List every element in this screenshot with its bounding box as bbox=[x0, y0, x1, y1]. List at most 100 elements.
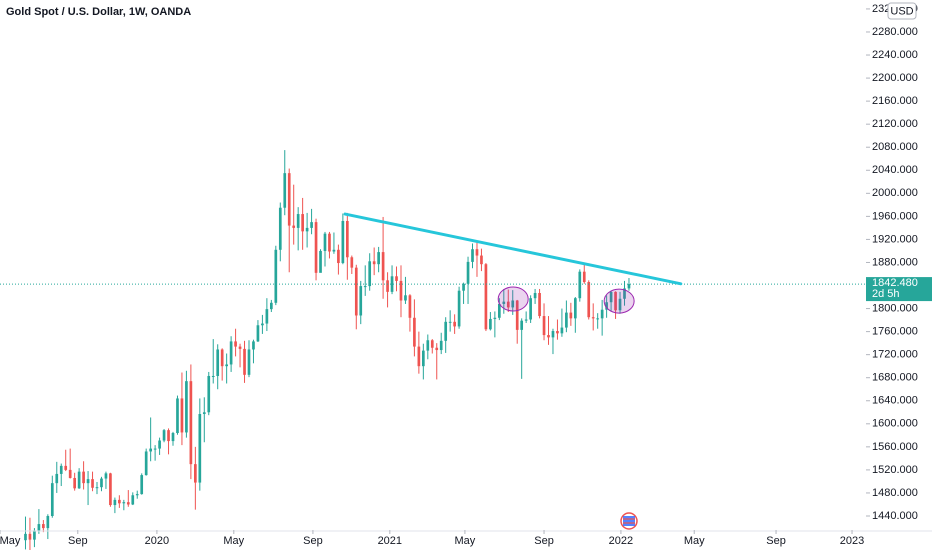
candle-body bbox=[202, 412, 206, 415]
candle-body bbox=[515, 300, 519, 330]
candle-body bbox=[430, 340, 434, 348]
candle-body bbox=[131, 495, 135, 505]
candle-body bbox=[390, 276, 394, 292]
candle-body bbox=[301, 214, 304, 232]
candle-body bbox=[55, 473, 59, 484]
candle-body bbox=[413, 317, 416, 347]
candle-body bbox=[493, 317, 497, 319]
candle-body bbox=[556, 331, 559, 334]
candle-body bbox=[153, 448, 157, 450]
candle-body bbox=[377, 252, 380, 265]
candle-body bbox=[323, 233, 327, 251]
candle-body bbox=[252, 341, 255, 350]
candle-body bbox=[270, 302, 273, 310]
candle-body bbox=[73, 477, 76, 489]
currency-label: USD bbox=[890, 5, 913, 17]
candle-body bbox=[42, 524, 45, 529]
candle-body bbox=[59, 465, 63, 474]
candle-body bbox=[91, 479, 94, 488]
candle-body bbox=[225, 364, 228, 367]
candle-body bbox=[296, 214, 300, 228]
candle-body bbox=[520, 320, 524, 330]
candle-body bbox=[337, 249, 340, 264]
candle-body bbox=[448, 321, 452, 323]
candle-body bbox=[591, 317, 595, 319]
candle-body bbox=[109, 473, 112, 506]
candle-body bbox=[502, 301, 506, 304]
candle-body bbox=[158, 440, 161, 449]
plot-area bbox=[0, 150, 865, 550]
candle-body bbox=[350, 257, 354, 268]
candle-body bbox=[439, 340, 443, 351]
candle-body bbox=[46, 515, 50, 529]
candle-body bbox=[82, 471, 85, 484]
x-tick-label: May bbox=[223, 535, 244, 547]
y-tick-label: 2080.000 bbox=[872, 141, 918, 153]
candle-body bbox=[198, 414, 202, 483]
candle-body bbox=[444, 321, 448, 341]
candle-body bbox=[64, 465, 68, 470]
price-axis bbox=[866, 0, 932, 550]
candle-body bbox=[569, 312, 573, 319]
trend-line bbox=[343, 212, 683, 286]
candle-body bbox=[247, 349, 251, 375]
candle-body bbox=[578, 271, 582, 299]
chart-title: Gold Spot / U.S. Dollar, 1W, OANDA bbox=[6, 6, 191, 18]
y-tick-label: 1600.000 bbox=[872, 418, 918, 430]
candle-body bbox=[484, 264, 488, 330]
candle-body bbox=[24, 533, 27, 541]
last-price-label: 1842.480 bbox=[872, 277, 918, 289]
candle-body bbox=[426, 340, 430, 351]
candle-body bbox=[395, 276, 398, 281]
candle-body bbox=[126, 502, 130, 505]
candle-body bbox=[95, 487, 99, 489]
candle-body bbox=[256, 325, 260, 342]
candle-body bbox=[234, 341, 237, 347]
highlight-ellipse bbox=[497, 286, 529, 312]
candle-body bbox=[404, 295, 407, 301]
candle-body bbox=[587, 282, 591, 318]
candle-body bbox=[113, 499, 117, 506]
y-tick-label: 1880.000 bbox=[872, 256, 918, 268]
candle-body bbox=[144, 451, 148, 476]
candle-body bbox=[529, 298, 532, 320]
candle-body bbox=[462, 283, 465, 291]
candle-body bbox=[283, 173, 287, 208]
y-tick-label: 2040.000 bbox=[872, 164, 918, 176]
candle-body bbox=[538, 293, 541, 317]
candle-body bbox=[359, 286, 363, 316]
highlight-ellipse bbox=[603, 288, 635, 314]
y-tick-label: 1640.000 bbox=[872, 395, 918, 407]
candle-body bbox=[292, 225, 296, 228]
candle-body bbox=[265, 309, 269, 324]
candle-body bbox=[243, 348, 246, 375]
candle-body bbox=[100, 478, 103, 488]
y-tick-label: 1800.000 bbox=[872, 302, 918, 314]
y-tick-label: 1960.000 bbox=[872, 210, 918, 222]
candle-body bbox=[511, 300, 515, 308]
candle-body bbox=[618, 298, 622, 311]
candle-body bbox=[453, 321, 456, 327]
candle-body bbox=[86, 479, 90, 484]
y-tick-label: 1720.000 bbox=[872, 349, 918, 361]
candle-body bbox=[600, 309, 604, 319]
candle-body bbox=[381, 252, 385, 281]
candle-body bbox=[368, 261, 372, 287]
y-tick-label: 2000.000 bbox=[872, 187, 918, 199]
candle-body bbox=[565, 312, 568, 328]
candle-body bbox=[497, 303, 501, 318]
candle-body bbox=[614, 291, 617, 311]
candle-body bbox=[466, 261, 470, 284]
candle-body bbox=[489, 318, 492, 330]
candle-body bbox=[471, 249, 474, 262]
candle-body bbox=[386, 280, 389, 292]
candle-body bbox=[176, 398, 179, 434]
candle-body bbox=[551, 331, 555, 338]
candle-body bbox=[68, 469, 72, 478]
x-tick-label: Sep bbox=[68, 535, 88, 547]
candle-body bbox=[421, 350, 425, 367]
candle-body bbox=[122, 502, 126, 504]
